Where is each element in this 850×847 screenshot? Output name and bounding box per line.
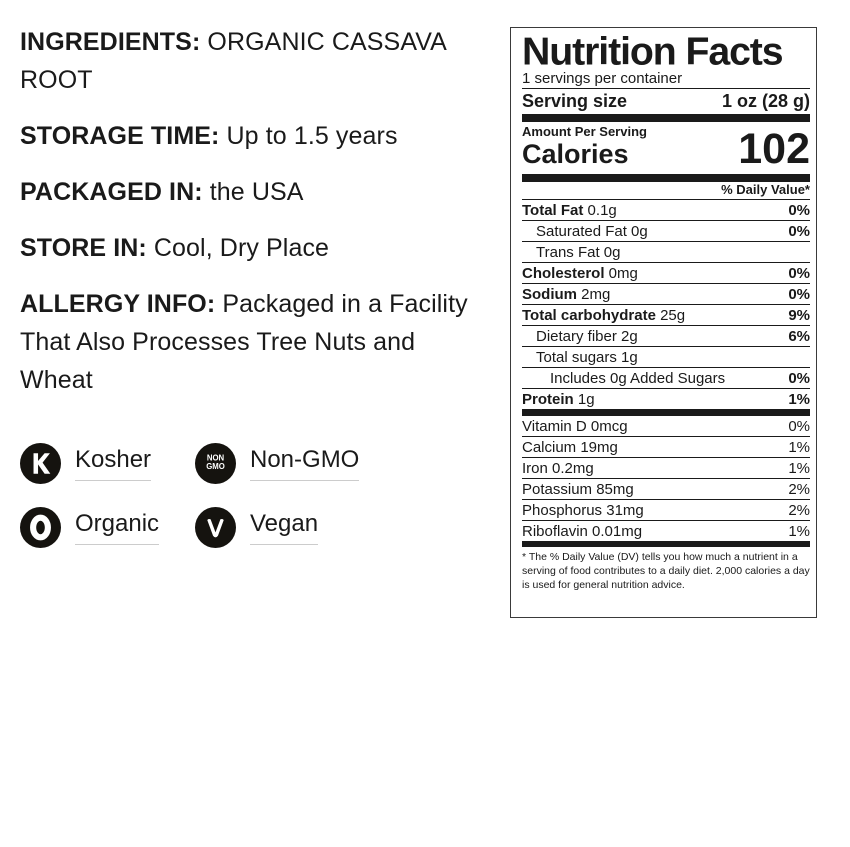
svg-text:NON: NON bbox=[207, 454, 225, 463]
svg-text:GMO: GMO bbox=[206, 462, 225, 471]
